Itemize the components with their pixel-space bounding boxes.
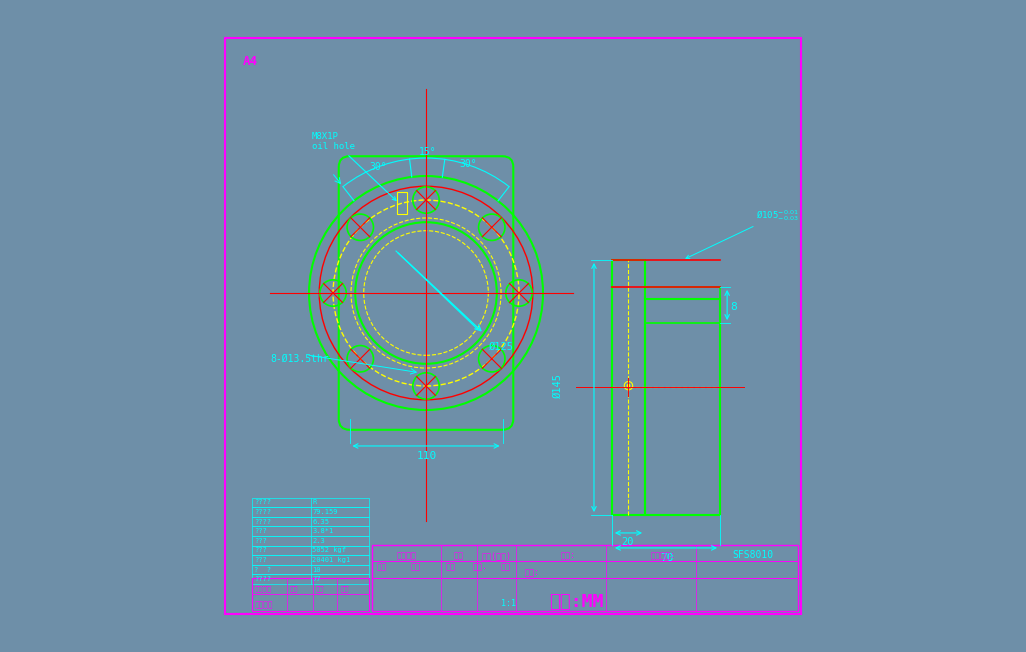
Bar [645,287,720,323]
Text: 6.35: 6.35 [312,518,329,525]
Text: M8X1P
oil hole: M8X1P oil hole [312,132,396,200]
Text: 3.8*1: 3.8*1 [312,528,333,534]
Text: ????: ???? [253,518,271,525]
Bar [645,299,720,515]
Text: ???: ??? [253,538,267,544]
Bar [252,526,369,536]
Text: ???: ??? [253,557,267,563]
Circle shape [627,385,630,387]
Bar [372,545,798,611]
Text: ????: ???? [253,509,271,515]
Text: 日期: 日期 [455,552,464,561]
Text: 10: 10 [312,567,321,572]
Text: 设计: 设计 [411,562,421,571]
Text: 客户名称: 客户名称 [397,552,417,561]
Text: 30°: 30° [369,162,387,172]
Text: 更改标记: 更改标记 [255,585,272,592]
Text: 数量(单台): 数量(单台) [482,552,512,561]
Bar [252,497,369,507]
Text: 绘图: 绘图 [377,562,387,571]
Text: 比例: 比例 [501,562,511,571]
Text: 1:1: 1:1 [501,599,516,608]
Text: 参考图号:: 参考图号: [650,552,676,561]
Text: 15°: 15° [419,147,436,157]
Bar [397,192,406,214]
Text: ?  ?: ? ? [253,567,271,572]
Text: ????: ???? [253,576,271,582]
Text: 20: 20 [622,537,634,547]
Text: 审核: 审核 [445,562,456,571]
Bar [611,260,645,515]
Bar [252,517,369,526]
Text: R: R [312,499,317,505]
Text: 20401 kg1: 20401 kg1 [312,557,351,563]
Text: 5052 kgf: 5052 kgf [312,547,347,554]
Text: A4: A4 [243,55,259,68]
Text: 30°: 30° [459,159,477,169]
Text: 签名: 签名 [341,585,350,592]
Text: 材料:: 材料: [525,569,540,578]
Bar [252,536,369,546]
Text: 型号:: 型号: [561,552,576,561]
Bar [252,546,369,555]
Text: 79.159: 79.159 [312,509,338,515]
Bar [252,574,369,584]
Text: ???: ??? [253,528,267,534]
Text: Ø105$^{-0.01}_{-0.03}$: Ø105$^{-0.01}_{-0.03}$ [686,207,798,258]
Text: 单位:MM: 单位:MM [549,593,603,612]
Text: 2.3: 2.3 [312,538,325,544]
Text: Ø145: Ø145 [553,374,563,398]
Text: 77: 77 [312,576,321,582]
Text: 70: 70 [660,553,673,563]
Text: 客户确认: 客户确认 [255,600,274,610]
Bar [252,507,369,517]
Text: SFS8010: SFS8010 [732,550,773,561]
Text: 日期: 日期 [315,585,324,592]
Text: 8-Ø13.5thr: 8-Ø13.5thr [270,354,328,364]
Bar [252,555,369,565]
Bar [252,565,369,574]
Text: Ø125: Ø125 [489,342,514,352]
Text: 8: 8 [731,302,737,312]
Text: 110: 110 [417,451,437,461]
Bar [252,578,369,611]
Text: 视角.: 视角. [473,562,487,571]
Text: ???: ??? [253,547,267,554]
Text: ????: ???? [253,499,271,505]
Text: 处数: 处数 [289,585,298,592]
